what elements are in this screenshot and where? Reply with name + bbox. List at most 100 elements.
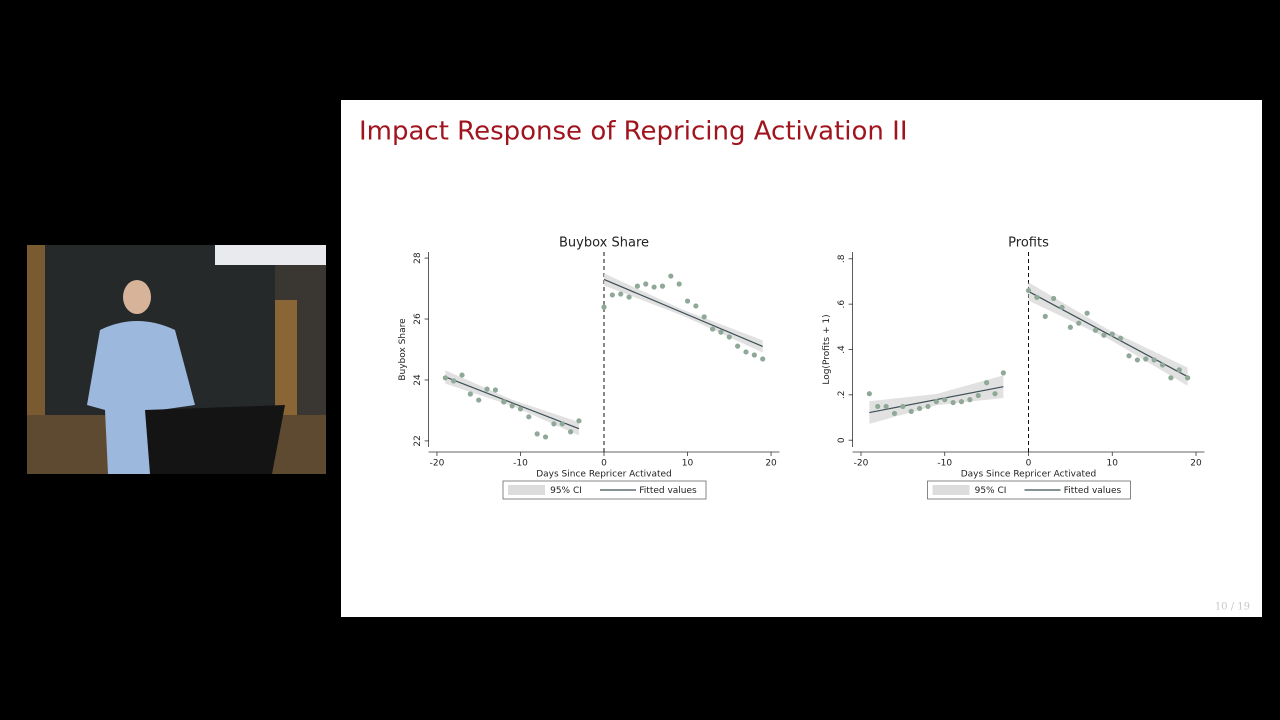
y-tick-label: 24 [413, 374, 423, 386]
x-tick-label: 20 [1190, 459, 1202, 469]
x-tick-label: -20 [430, 459, 445, 469]
data-point [451, 378, 457, 384]
x-tick-label: -10 [513, 459, 528, 469]
data-point [875, 403, 881, 410]
data-point [917, 405, 923, 412]
data-point [866, 391, 872, 397]
legend-label: Fitted values [1064, 486, 1122, 496]
data-point [626, 294, 632, 300]
data-point [883, 403, 889, 410]
data-point [651, 284, 657, 290]
data-point [1118, 335, 1124, 341]
data-point [517, 406, 524, 412]
data-point [509, 403, 515, 409]
data-point [1151, 357, 1157, 363]
data-point [1084, 310, 1090, 316]
data-point [551, 421, 557, 427]
data-point [751, 352, 757, 358]
data-point [718, 329, 724, 335]
data-point [442, 375, 448, 381]
x-tick-label: 0 [1026, 459, 1032, 469]
data-point [900, 403, 906, 410]
data-point [1143, 356, 1149, 362]
fitted-line [1028, 290, 1188, 378]
x-axis-label: Days Since Repricer Activated [961, 470, 1097, 480]
data-point [1109, 331, 1115, 337]
slide [341, 100, 1262, 617]
data-point [760, 356, 766, 362]
data-point [743, 349, 749, 355]
data-point [908, 408, 914, 415]
data-point [492, 387, 499, 393]
speaker-video [27, 245, 326, 474]
data-point [476, 397, 482, 403]
screen [215, 245, 326, 265]
x-tick-label: 0 [601, 459, 607, 469]
fitted-line [445, 376, 580, 430]
data-point [950, 399, 956, 406]
y-tick-label: 28 [413, 252, 423, 264]
data-point [526, 414, 532, 420]
data-point [1126, 353, 1132, 359]
data-point [1076, 320, 1082, 326]
y-tick-label: .6 [837, 300, 847, 309]
page-number: 10 / 19 [1215, 602, 1250, 613]
head [123, 280, 151, 314]
data-point [618, 291, 624, 297]
x-tick-label: -20 [854, 459, 869, 469]
data-point [576, 418, 582, 424]
y-axis-label: Buybox Share [398, 318, 408, 381]
data-point [1185, 375, 1191, 381]
data-point [958, 399, 965, 405]
data-point [1067, 324, 1073, 330]
x-tick-label: 10 [682, 459, 694, 469]
legend-label: 95% CI [550, 486, 582, 496]
y-tick-label: 26 [413, 313, 423, 325]
y-tick-label: .2 [837, 391, 847, 400]
data-point [609, 292, 615, 298]
data-point [1059, 304, 1065, 310]
x-tick-label: 10 [1107, 459, 1119, 469]
data-point [891, 410, 898, 417]
legend-label: 95% CI [975, 486, 1007, 496]
data-point [984, 380, 990, 386]
data-point [701, 314, 707, 320]
x-tick-label: -10 [937, 459, 952, 469]
data-point [542, 434, 549, 440]
data-point [1025, 287, 1032, 294]
data-point [693, 303, 699, 309]
lectern [145, 405, 285, 474]
data-point [1159, 362, 1166, 368]
y-tick-label: 0 [837, 437, 847, 443]
data-point [643, 281, 649, 287]
data-point [967, 397, 973, 403]
y-tick-label: .4 [837, 345, 847, 354]
shirt [87, 321, 195, 474]
y-tick-label: 22 [413, 435, 423, 446]
data-point [668, 273, 674, 279]
legend-label: Fitted values [639, 486, 697, 496]
fitted-line [603, 278, 763, 348]
data-point [567, 429, 574, 435]
y-tick-label: .8 [837, 254, 847, 263]
data-point [1168, 375, 1174, 381]
data-point [1000, 370, 1006, 376]
data-point [726, 334, 732, 340]
data-point [1134, 357, 1140, 363]
data-point [659, 283, 666, 289]
data-point [933, 399, 939, 405]
x-axis-label: Days Since Repricer Activated [536, 470, 672, 480]
data-point [1034, 294, 1040, 300]
chart-title: Buybox Share [559, 236, 649, 251]
data-point [676, 281, 682, 287]
data-point [925, 403, 931, 410]
y-axis-label: Log(Profits + 1) [822, 314, 832, 384]
chart-title: Profits [1008, 236, 1049, 251]
x-tick-label: 20 [765, 459, 777, 469]
data-point [459, 372, 465, 378]
data-point [1176, 367, 1182, 373]
legend-swatch [508, 485, 545, 495]
data-point [467, 391, 473, 397]
